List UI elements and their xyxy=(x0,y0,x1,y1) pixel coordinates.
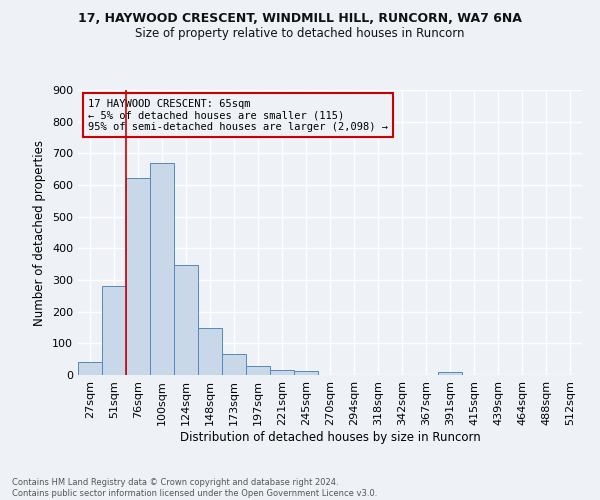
Text: Contains HM Land Registry data © Crown copyright and database right 2024.
Contai: Contains HM Land Registry data © Crown c… xyxy=(12,478,377,498)
Text: 17 HAYWOOD CRESCENT: 65sqm
← 5% of detached houses are smaller (115)
95% of semi: 17 HAYWOOD CRESCENT: 65sqm ← 5% of detac… xyxy=(88,98,388,132)
Bar xyxy=(246,366,270,375)
Bar xyxy=(78,362,102,375)
Bar xyxy=(270,370,294,375)
Bar xyxy=(198,328,222,375)
X-axis label: Distribution of detached houses by size in Runcorn: Distribution of detached houses by size … xyxy=(179,430,481,444)
Bar xyxy=(102,286,126,375)
Bar xyxy=(294,371,318,375)
Text: 17, HAYWOOD CRESCENT, WINDMILL HILL, RUNCORN, WA7 6NA: 17, HAYWOOD CRESCENT, WINDMILL HILL, RUN… xyxy=(78,12,522,26)
Bar xyxy=(126,178,150,375)
Bar xyxy=(150,163,174,375)
Y-axis label: Number of detached properties: Number of detached properties xyxy=(34,140,46,326)
Bar xyxy=(222,354,246,375)
Text: Size of property relative to detached houses in Runcorn: Size of property relative to detached ho… xyxy=(135,28,465,40)
Bar xyxy=(438,372,462,375)
Bar xyxy=(174,265,198,375)
